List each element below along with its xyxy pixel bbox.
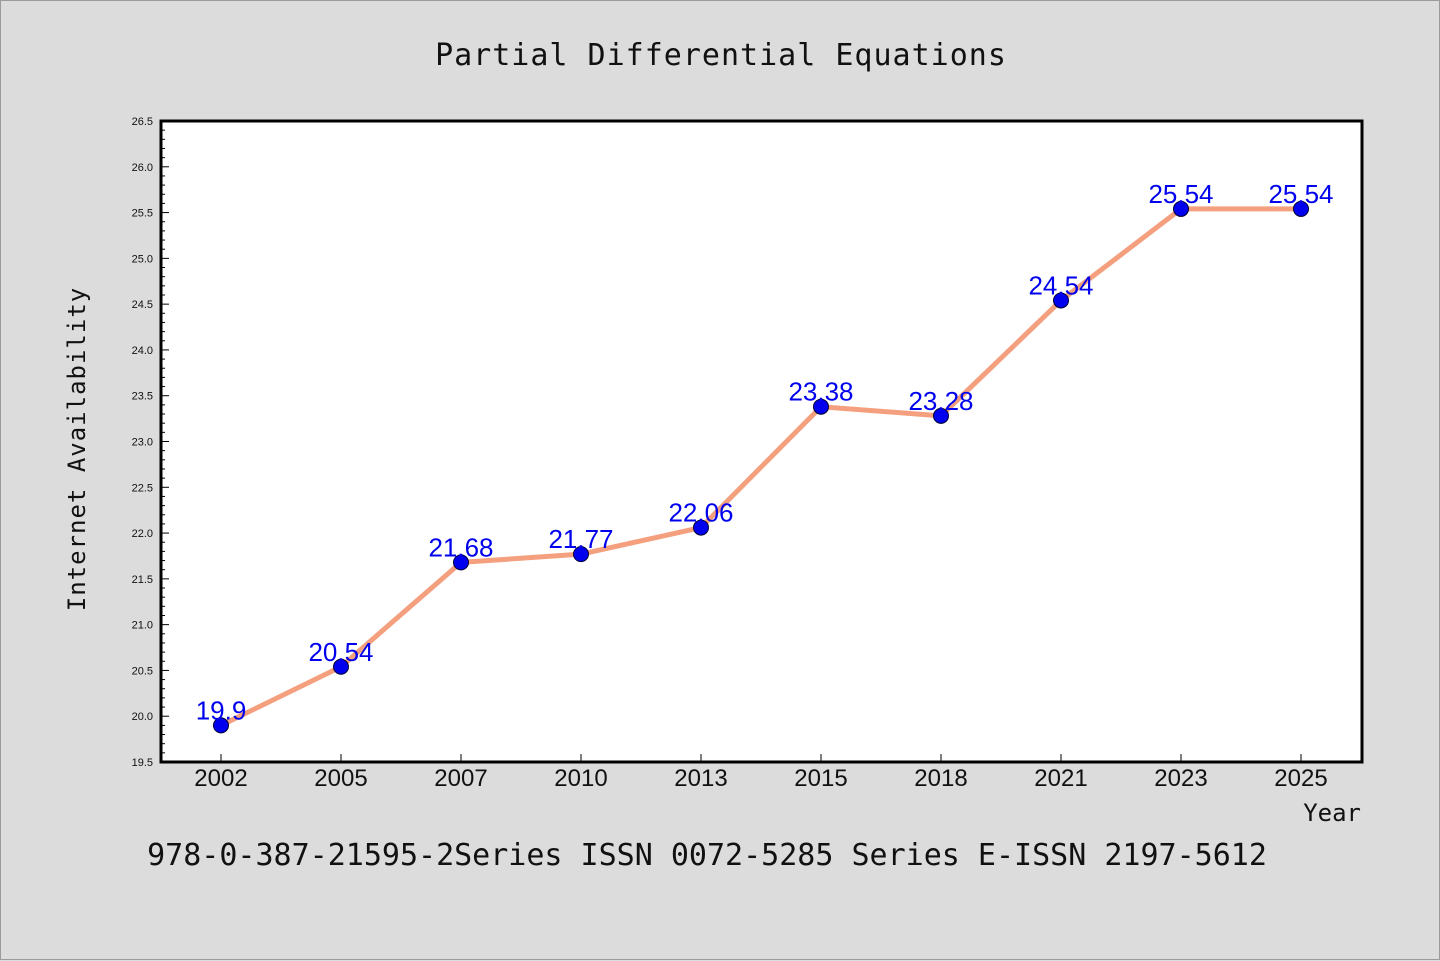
series-group: [213, 200, 1309, 734]
x-tick-label: 2013: [674, 765, 727, 792]
y-tick-label: 22.5: [132, 482, 153, 494]
x-tick-label: 2002: [194, 765, 247, 792]
x-axis: 2002 2005 2007 2010 2013 2015 2018 2021 2023 2025: [194, 754, 1328, 792]
x-tick-label: 2007: [434, 765, 487, 792]
y-tick-label: 24.5: [132, 299, 153, 311]
y-tick-label: 20.0: [132, 711, 153, 723]
x-tick-label: 2023: [1154, 765, 1207, 792]
data-point: [693, 519, 709, 536]
data-point: [1173, 200, 1189, 217]
data-label: 23.28: [908, 386, 973, 416]
x-tick-label: 2005: [314, 765, 367, 792]
data-point: [1053, 292, 1069, 309]
data-point: [573, 546, 589, 563]
x-tick-label: 2010: [554, 765, 607, 792]
footer-text: 978-0-387-21595-2Series ISSN 0072-5285 S…: [147, 838, 1267, 873]
data-label: 23.38: [788, 377, 853, 407]
x-axis-label: Year: [1303, 799, 1361, 827]
data-label: 22.06: [668, 498, 733, 528]
y-tick-label: 25.0: [132, 253, 153, 265]
y-tick-label: 26.0: [132, 162, 153, 174]
y-tick-label: 24.0: [132, 345, 153, 357]
y-tick-label: 21.0: [132, 620, 153, 632]
y-tick-label: 22.0: [132, 528, 153, 540]
chart-title: Partial Differential Equations: [435, 38, 1007, 73]
y-axis-label: Internet Availability: [63, 287, 91, 611]
y-tick-label: 23.5: [132, 391, 153, 403]
x-tick-label: 2025: [1274, 765, 1327, 792]
data-label-group: 19.9 20.54 21.68 21.77 22.06 23.38 23.28 24.54 2…: [196, 179, 1334, 725]
series-line: [218, 206, 1304, 728]
y-tick-label: 26.5: [132, 116, 153, 128]
x-tick-label: 2021: [1034, 765, 1087, 792]
data-label: 21.68: [428, 532, 493, 562]
y-axis: 19.5 20.0 20.5 21.0 21.5 22.0 22.5 23.0 23.5 24.0…: [132, 116, 169, 769]
y-tick-label: 19.5: [132, 757, 153, 769]
data-label: 21.77: [548, 524, 613, 554]
data-label: 20.54: [308, 637, 373, 667]
data-label: 24.54: [1028, 270, 1093, 300]
data-point: [453, 554, 469, 571]
data-point: [213, 717, 229, 734]
y-tick-label: 21.5: [132, 574, 153, 586]
x-tick-label: 2018: [914, 765, 967, 792]
data-label: 25.54: [1268, 179, 1333, 209]
data-point: [933, 407, 949, 424]
y-tick-label: 23.0: [132, 437, 153, 449]
data-point: [333, 658, 349, 675]
plot-area: [159, 119, 1364, 764]
y-tick-label: 25.5: [132, 208, 153, 220]
data-label: 25.54: [1148, 179, 1213, 209]
data-point: [813, 398, 829, 415]
data-label: 19.9: [196, 695, 247, 725]
data-point: [1293, 200, 1309, 217]
x-tick-label: 2015: [794, 765, 847, 792]
y-tick-label: 20.5: [132, 665, 153, 677]
